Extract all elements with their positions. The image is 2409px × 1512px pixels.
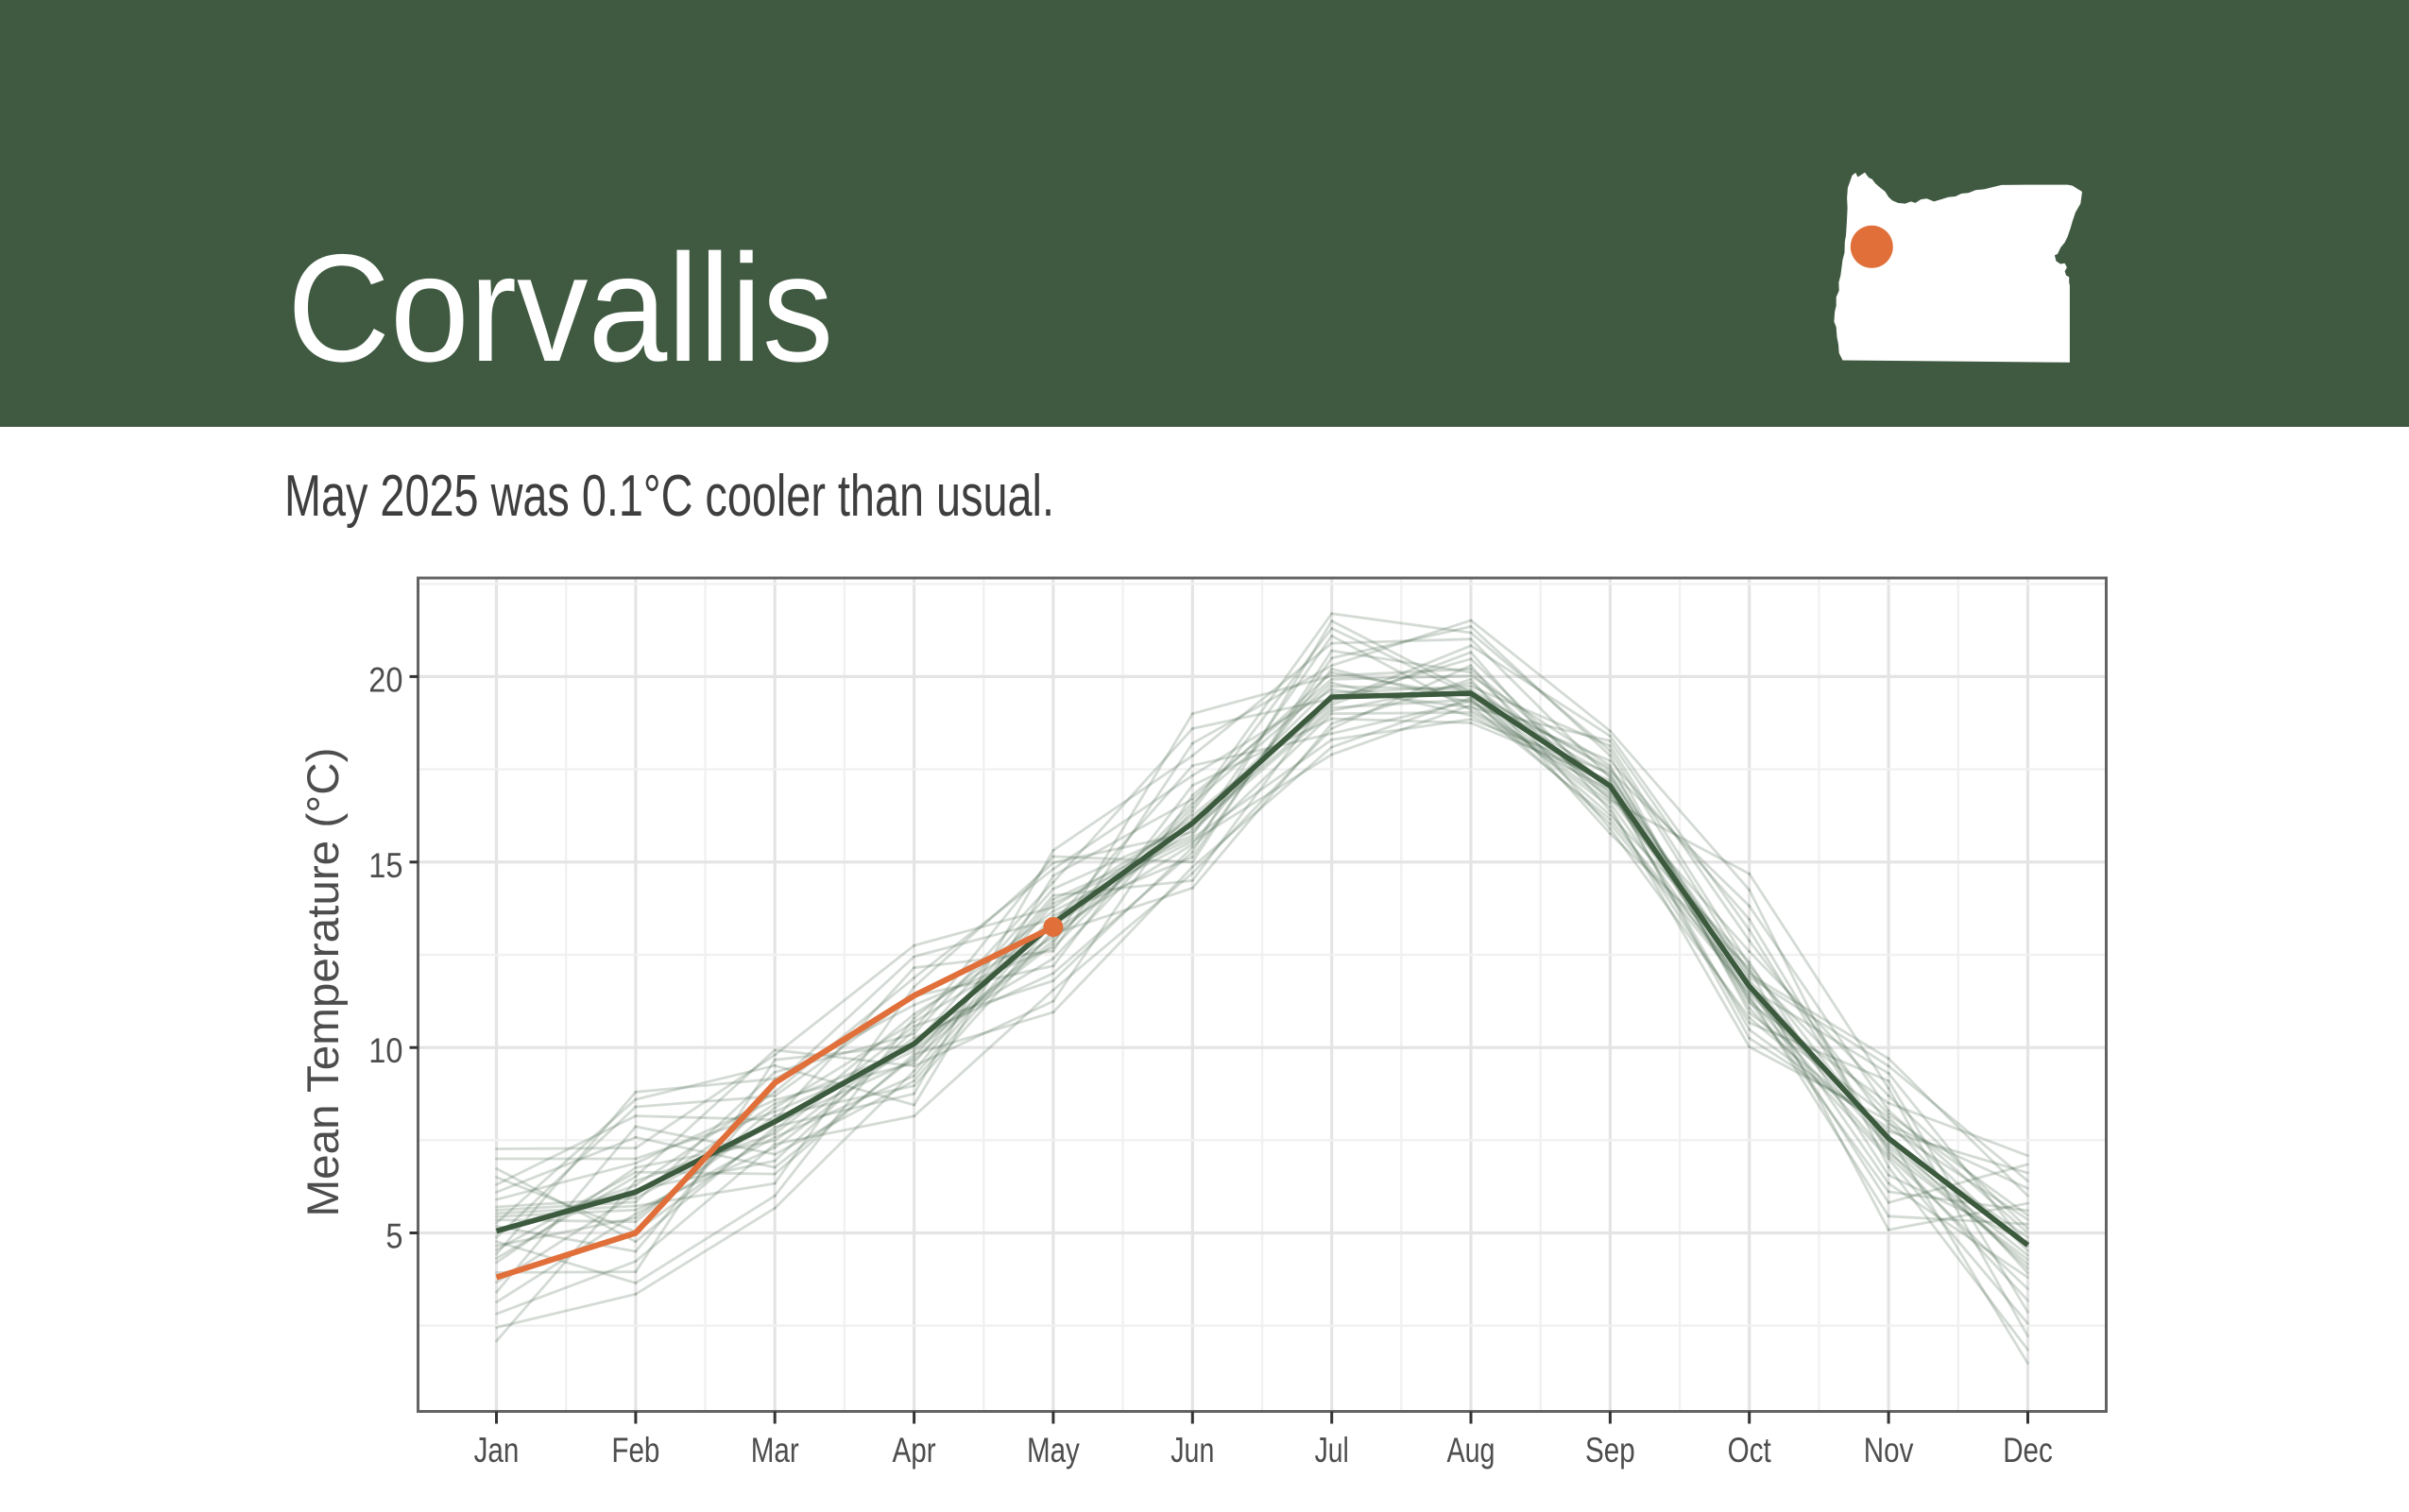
svg-text:Jun: Jun [1170, 1431, 1214, 1470]
svg-text:Apr: Apr [893, 1431, 936, 1470]
svg-text:Nov: Nov [1864, 1431, 1914, 1470]
svg-text:15: 15 [368, 846, 402, 885]
svg-text:Dec: Dec [2003, 1431, 2053, 1470]
svg-text:Aug: Aug [1447, 1431, 1495, 1470]
svg-text:5: 5 [385, 1217, 402, 1256]
svg-text:20: 20 [368, 660, 402, 699]
svg-text:Jul: Jul [1315, 1431, 1349, 1470]
svg-text:Oct: Oct [1728, 1431, 1772, 1470]
svg-text:Sep: Sep [1585, 1431, 1635, 1470]
svg-text:10: 10 [368, 1031, 402, 1070]
svg-text:May: May [1027, 1431, 1080, 1470]
svg-text:Mar: Mar [751, 1431, 799, 1470]
svg-text:Jan: Jan [474, 1431, 520, 1470]
svg-text:Mean Temperature (°C): Mean Temperature (°C) [298, 748, 348, 1217]
svg-text:Feb: Feb [611, 1431, 659, 1470]
